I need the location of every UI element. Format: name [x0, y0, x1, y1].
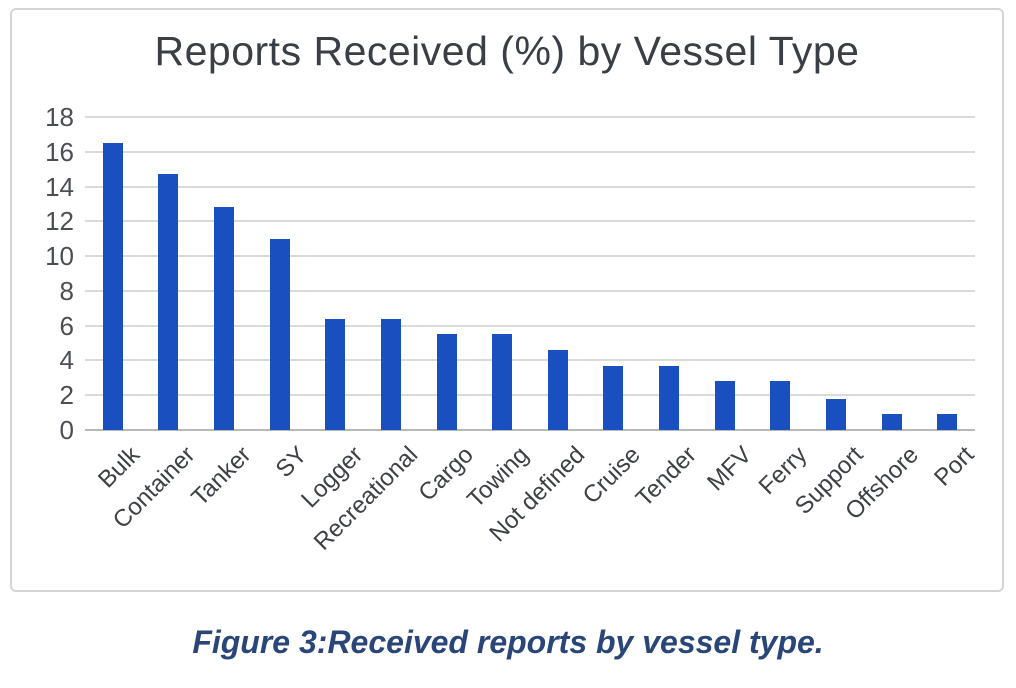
bar-mfv [714, 381, 735, 430]
y-tick-label-0: 0 [59, 415, 74, 445]
y-tick-label-12: 12 [45, 206, 74, 237]
gridline-y-14 [85, 185, 975, 188]
bar-support [825, 398, 846, 430]
x-tick-label-cruise: Cruise [577, 441, 646, 510]
bar-logger [325, 318, 346, 430]
figure-caption: Figure 3:Received reports by vessel type… [192, 624, 824, 660]
bar-port [937, 414, 958, 430]
bar-cruise [603, 365, 624, 430]
bar-container [158, 174, 179, 430]
y-tick-label-18: 18 [45, 102, 74, 132]
gridline-y-18 [85, 116, 975, 118]
y-tick-label-16: 16 [45, 136, 74, 167]
y-tick-label-6: 6 [59, 310, 74, 341]
y-tick-label-8: 8 [59, 275, 74, 306]
gridline-y-4 [85, 359, 975, 362]
x-tick-label-tanker: Tanker [186, 441, 257, 512]
bar-sy [269, 238, 290, 430]
chart-container: Reports Received (%) by Vessel Type 0 2 4 6… [10, 8, 1004, 592]
bar-not-defined [547, 350, 568, 430]
bar-recreational [380, 318, 401, 430]
gridline-y-0 [85, 429, 975, 431]
y-tick-label-4: 4 [59, 345, 74, 376]
gridline-y-8 [85, 289, 975, 292]
gridline-y-12 [85, 220, 975, 223]
y-tick-label-2: 2 [59, 380, 74, 411]
chart-title: Reports Received (%) by Vessel Type [154, 28, 860, 74]
y-tick-label-10: 10 [45, 241, 74, 272]
gridline-y-2 [85, 394, 975, 397]
x-tick-label-sy: SY [270, 441, 313, 484]
y-tick-label-14: 14 [45, 171, 74, 202]
gridline-y-6 [85, 324, 975, 327]
bar-offshore [881, 414, 902, 430]
plot-area [85, 116, 975, 431]
bar-tender [659, 365, 680, 430]
bar-tanker [214, 207, 235, 430]
x-tick-label-port: Port [929, 441, 980, 492]
gridline-y-10 [85, 255, 975, 258]
bar-ferry [770, 381, 791, 430]
x-tick-label-tender: Tender [630, 441, 702, 513]
x-tick-label-mfv: MFV [702, 441, 758, 497]
bar-cargo [436, 334, 457, 430]
bar-towing [492, 334, 513, 430]
bar-bulk [102, 143, 123, 430]
gridline-y-16 [85, 150, 975, 153]
